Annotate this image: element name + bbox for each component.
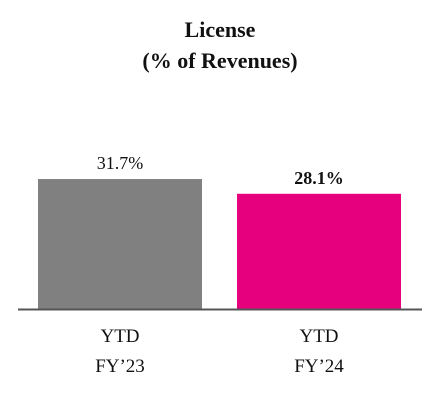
chart-title-line1: License xyxy=(184,17,256,42)
chart-title-line2: (% of Revenues) xyxy=(142,48,298,73)
bar-0 xyxy=(38,179,202,309)
category-label-0-line1: YTD xyxy=(100,326,139,347)
category-label-1-line1: YTD xyxy=(299,326,338,347)
category-label-1-line2: FY’24 xyxy=(294,356,344,377)
value-label-0: 31.7% xyxy=(97,153,144,173)
bar-1 xyxy=(237,193,401,309)
category-label-0-line2: FY’23 xyxy=(95,356,145,377)
value-label-1: 28.1% xyxy=(294,168,344,188)
